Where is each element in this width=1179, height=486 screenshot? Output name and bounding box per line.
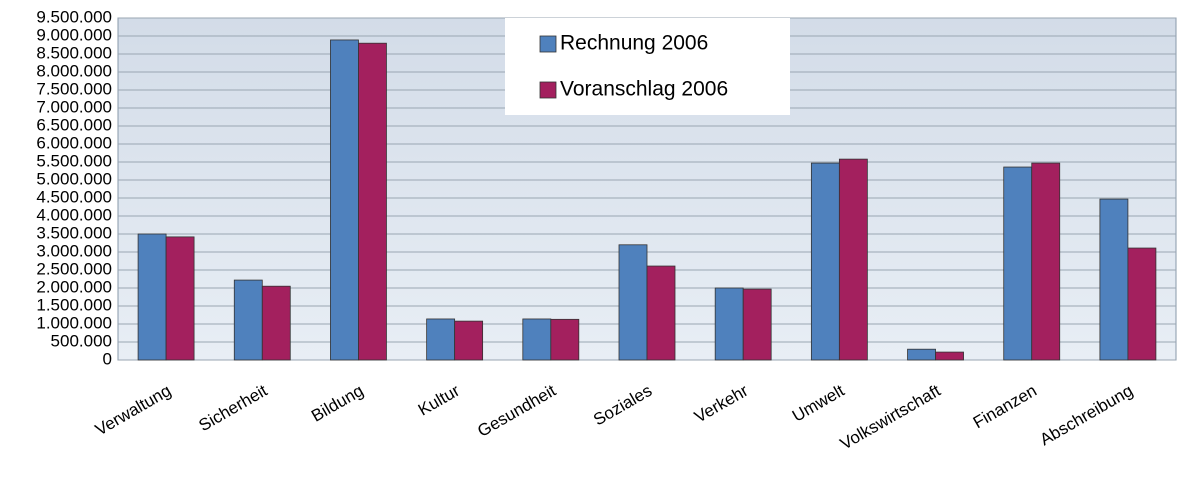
- legend-box: [505, 18, 790, 115]
- y-tick-label: 0: [103, 349, 112, 368]
- bar: [714, 287, 744, 361]
- bar: [907, 348, 936, 361]
- y-tick-label: 2.000.000: [36, 277, 112, 296]
- bar: [1099, 198, 1129, 361]
- y-tick-label: 4.500.000: [36, 187, 112, 206]
- bar: [233, 279, 263, 361]
- bar: [137, 233, 167, 361]
- x-tick-label: Verwaltung: [92, 381, 174, 440]
- y-tick-label: 8.000.000: [36, 61, 112, 80]
- y-tick-label: 6.500.000: [36, 115, 112, 134]
- y-tick-label: 500.000: [51, 331, 112, 350]
- y-tick-label: 7.000.000: [36, 97, 112, 116]
- bar: [618, 244, 648, 361]
- x-tick-label: Abschreibung: [1037, 381, 1137, 449]
- bar: [1031, 162, 1061, 361]
- x-tick-label: Kultur: [415, 381, 463, 420]
- y-tick-label: 9.500.000: [36, 7, 112, 26]
- y-tick-label: 3.500.000: [36, 223, 112, 242]
- bar: [1127, 247, 1157, 361]
- x-tick-label: Verkehr: [691, 381, 752, 427]
- x-tick-label: Umwelt: [789, 381, 848, 426]
- y-tick-label: 1.000.000: [36, 313, 112, 332]
- y-tick-label: 7.500.000: [36, 79, 112, 98]
- bar: [646, 265, 676, 361]
- x-tick-label: Bildung: [308, 381, 367, 426]
- bar: [426, 318, 456, 361]
- bar: [838, 158, 868, 361]
- x-tick-label: Volkswirtschaft: [837, 381, 944, 454]
- y-tick-label: 4.000.000: [36, 205, 112, 224]
- y-tick-label: 3.000.000: [36, 241, 112, 260]
- y-tick-label: 5.500.000: [36, 151, 112, 170]
- y-tick-label: 8.500.000: [36, 43, 112, 62]
- bar: [1003, 166, 1033, 361]
- bar: [522, 318, 552, 361]
- bar: [742, 288, 772, 361]
- bar: [935, 351, 964, 361]
- legend-swatch: [539, 35, 557, 53]
- x-tick-label: Gesundheit: [474, 381, 559, 441]
- y-tick-label: 1.500.000: [36, 295, 112, 314]
- y-tick-label: 6.000.000: [36, 133, 112, 152]
- bar: [454, 320, 484, 361]
- x-tick-label: Soziales: [590, 381, 655, 430]
- y-tick-label: 5.000.000: [36, 169, 112, 188]
- legend-swatch: [539, 81, 557, 99]
- bar: [358, 42, 387, 361]
- legend-label: Voranschlag 2006: [560, 78, 728, 101]
- bar: [330, 39, 359, 361]
- legend-label: Rechnung 2006: [560, 32, 708, 55]
- x-tick-label: Finanzen: [970, 381, 1040, 432]
- y-tick-label: 2.500.000: [36, 259, 112, 278]
- bar: [550, 318, 580, 361]
- bar: [165, 236, 195, 361]
- y-tick-label: 9.000.000: [36, 25, 112, 44]
- bar: [261, 285, 291, 361]
- bar: [810, 162, 840, 361]
- x-tick-label: Sicherheit: [196, 381, 271, 435]
